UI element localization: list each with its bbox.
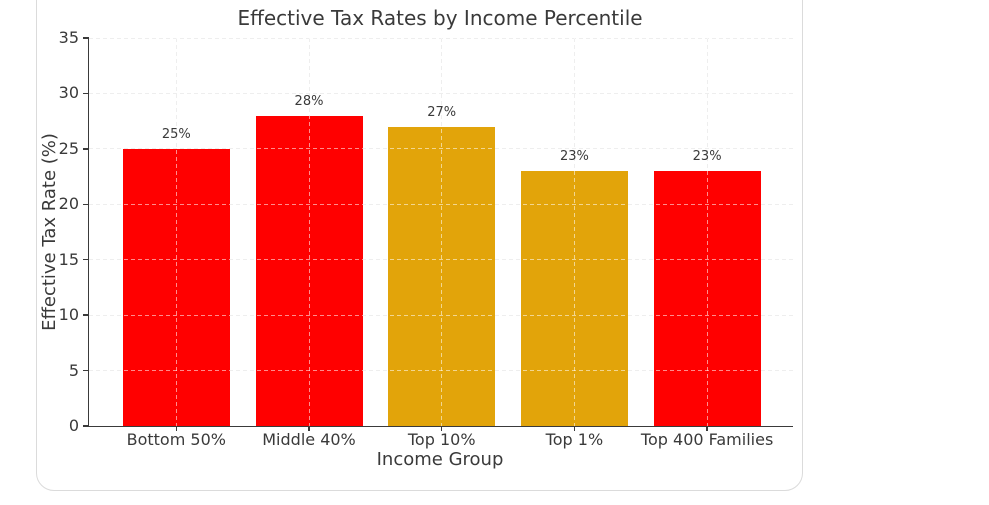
y-tick-label: 10 xyxy=(58,305,79,325)
y-tick-label: 0 xyxy=(68,416,79,435)
y-gridline-over xyxy=(89,92,793,94)
x-tick-mark xyxy=(706,426,708,431)
y-tick-mark xyxy=(83,258,89,261)
y-gridline-over xyxy=(89,37,793,39)
y-tick-label: 35 xyxy=(58,28,79,47)
x-tick-label: Bottom 50% xyxy=(126,430,226,449)
y-gridline-over xyxy=(89,148,793,150)
bar-value-label: 27% xyxy=(427,104,457,120)
y-tick-mark xyxy=(83,369,89,372)
x-gridline-over xyxy=(706,38,708,426)
bar-value-label: 28% xyxy=(294,93,324,109)
chart-title: Effective Tax Rates by Income Percentile xyxy=(237,6,643,30)
y-gridline-over xyxy=(89,259,793,261)
gridlines-over xyxy=(89,37,793,426)
axis-annotations: 0 5 10 15 20 25 30 35 Bottom 50% 25% Middle 40% 28%… xyxy=(59,28,793,449)
y-tick-mark xyxy=(83,203,89,206)
x-gridline-over xyxy=(308,38,310,426)
x-axis-label: Income Group xyxy=(376,449,504,470)
y-tick-label: 15 xyxy=(58,249,79,269)
y-tick-mark xyxy=(83,92,89,95)
bar-value-label: 23% xyxy=(692,149,722,165)
y-gridline-over xyxy=(89,203,793,205)
plot-area: 0 5 10 15 20 25 30 35 Bottom 50% 25% Middle 40% 28%… xyxy=(59,28,793,449)
y-tick-label: 25 xyxy=(58,138,79,158)
y-gridline-over xyxy=(89,314,793,316)
y-tick-label: 30 xyxy=(58,83,79,103)
bar-value-label: 25% xyxy=(161,126,191,142)
x-tick-mark xyxy=(440,426,443,431)
y-tick-mark xyxy=(83,425,89,427)
x-tick-label: Top 1% xyxy=(545,430,604,449)
x-tick-mark xyxy=(175,426,178,431)
y-gridline-over xyxy=(89,370,793,372)
x-tick-label: Top 400 Families xyxy=(640,430,774,449)
x-gridline-over xyxy=(175,38,177,426)
y-tick-label: 5 xyxy=(68,360,79,380)
y-tick-label: 20 xyxy=(58,194,79,214)
bar-value-label: 23% xyxy=(559,149,589,165)
x-tick-mark xyxy=(308,426,310,431)
y-tick-mark xyxy=(83,314,89,316)
x-tick-mark xyxy=(573,426,576,431)
x-gridline-over xyxy=(441,38,443,426)
y-tick-mark xyxy=(83,148,89,150)
y-tick-mark xyxy=(83,37,89,39)
x-tick-label: Top 10% xyxy=(407,430,476,449)
x-tick-label: Middle 40% xyxy=(262,430,356,449)
x-gridline-over xyxy=(573,38,575,426)
